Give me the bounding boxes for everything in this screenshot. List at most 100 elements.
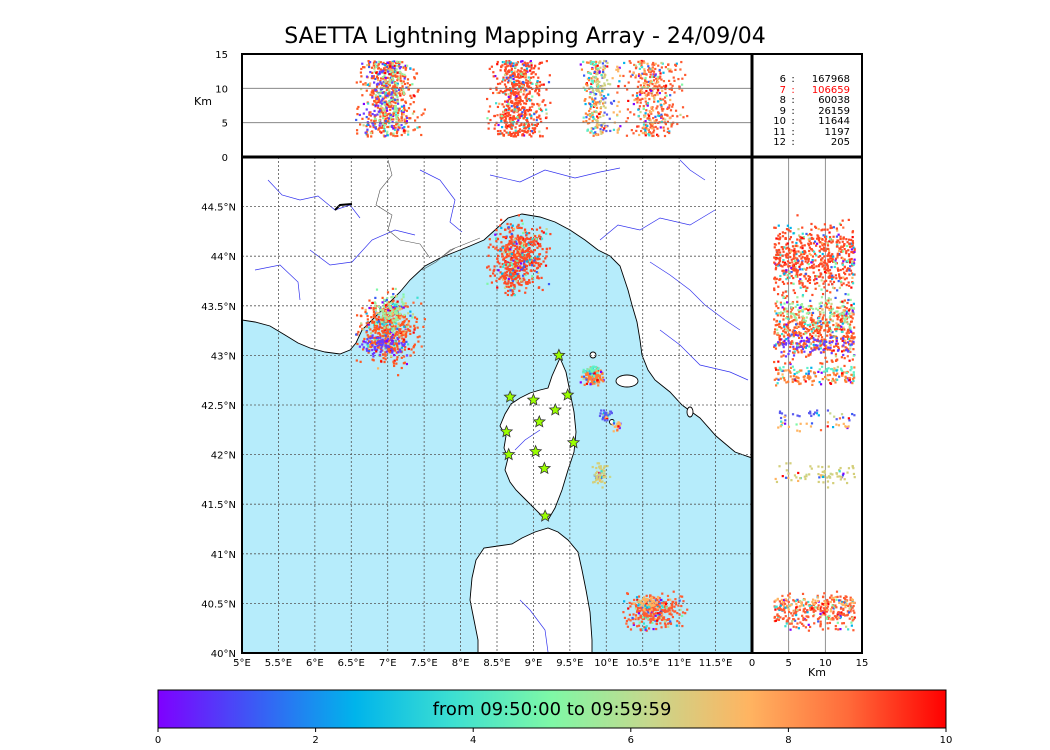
source-point [597, 377, 600, 380]
altitude-point [603, 82, 606, 85]
altitude-point [534, 64, 537, 67]
altitude-point [535, 85, 539, 88]
source-point [604, 411, 607, 414]
altitude-point [505, 131, 508, 134]
source-point [647, 611, 650, 614]
side-point [849, 320, 853, 323]
altitude-point [604, 74, 607, 77]
side-point [786, 256, 789, 259]
side-point [829, 346, 832, 349]
source-point [531, 262, 534, 265]
source-point [592, 374, 596, 378]
source-point [654, 614, 657, 617]
altitude-point [535, 119, 538, 122]
source-point [603, 465, 607, 468]
altitude-point [400, 105, 404, 108]
altitude-point [374, 65, 378, 69]
source-point [680, 604, 683, 608]
altitude-point [638, 105, 642, 108]
altitude-point [397, 123, 400, 127]
source-point [679, 608, 682, 611]
source-point [516, 253, 519, 257]
altitude-point [536, 102, 539, 106]
source-point [598, 465, 601, 468]
source-point [652, 617, 655, 620]
side-point [821, 316, 825, 319]
altitude-point [616, 65, 619, 68]
source-point [394, 325, 397, 328]
altitude-point [510, 122, 513, 125]
altitude-point [672, 76, 675, 79]
source-point [611, 423, 614, 426]
altitude-point [661, 109, 664, 112]
source-point [523, 240, 526, 243]
source-point [606, 417, 609, 420]
altitude-point [400, 116, 403, 120]
source-point [637, 624, 641, 627]
side-point [781, 231, 784, 234]
side-point [811, 349, 814, 352]
altitude-point [594, 66, 597, 69]
altitude-point [538, 84, 541, 87]
altitude-point [662, 71, 665, 74]
altitude-point [650, 89, 653, 92]
source-point [382, 335, 385, 338]
source-point [382, 331, 385, 334]
altitude-point [518, 124, 521, 127]
source-point [411, 316, 414, 319]
map-grid [242, 157, 752, 653]
altitude-point [395, 107, 398, 110]
altitude-point [367, 59, 370, 63]
source-point [545, 228, 548, 231]
altitude-point [629, 75, 633, 78]
side-point [811, 311, 815, 315]
side-point [834, 296, 837, 300]
source-point [638, 607, 641, 610]
side-point [786, 260, 790, 263]
source-point [522, 246, 525, 249]
altitude-point [585, 83, 588, 86]
altitude-point [379, 68, 382, 71]
source-point [594, 377, 597, 380]
altitude-point [494, 74, 497, 78]
altitude-point [531, 87, 534, 91]
source-point [390, 346, 394, 349]
source-point [382, 341, 385, 344]
source-point [519, 237, 522, 240]
altitude-point [633, 113, 636, 116]
altitude-point [394, 61, 398, 65]
altitude-cluster [591, 59, 612, 137]
altitude-point [681, 106, 685, 109]
source-point [509, 289, 512, 292]
side-point [829, 318, 832, 321]
altitude-point [603, 59, 606, 63]
altitude-point [378, 92, 381, 95]
source-point [532, 251, 535, 254]
source-point [400, 349, 403, 352]
altitude-point [657, 88, 660, 91]
altitude-point [664, 84, 668, 87]
side-point [835, 329, 838, 333]
altitude-point [523, 70, 526, 74]
altitude-point [518, 96, 521, 100]
source-point [523, 242, 526, 245]
source-point [507, 285, 510, 289]
altitude-point [579, 63, 582, 66]
source-point [395, 305, 398, 308]
source-point [392, 317, 395, 320]
source-point [511, 235, 514, 238]
altitude-point [399, 73, 403, 76]
altitude-point [399, 94, 402, 97]
altitude-point [535, 124, 538, 127]
source-point [516, 226, 519, 229]
source-point [596, 381, 599, 384]
source-point [405, 318, 408, 321]
source-point [413, 327, 416, 330]
side-point [782, 318, 785, 321]
side-point [821, 248, 824, 251]
source-point [400, 305, 403, 308]
source-point [662, 609, 665, 612]
side-point [830, 309, 833, 312]
source-point [364, 341, 367, 344]
side-point [843, 317, 846, 320]
